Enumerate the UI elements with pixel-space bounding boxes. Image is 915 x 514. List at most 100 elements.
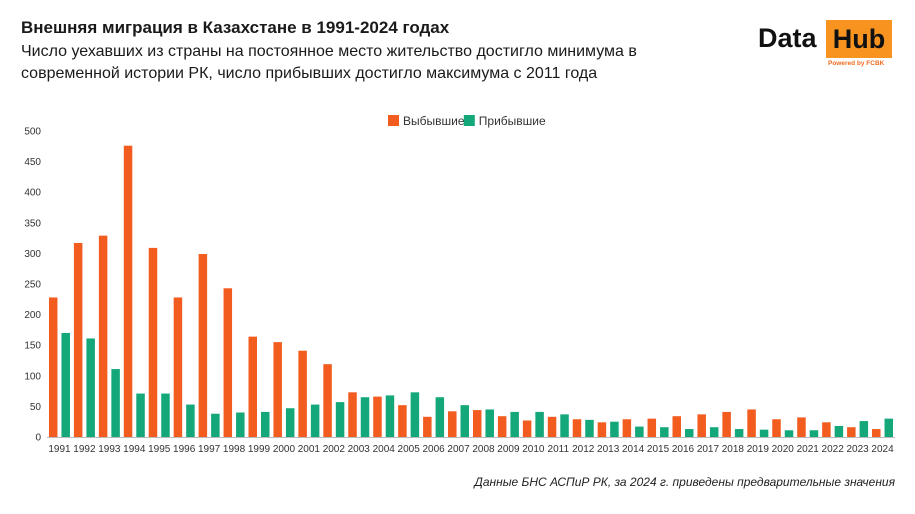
bar-arrived bbox=[161, 393, 170, 437]
x-tick-label: 1999 bbox=[248, 444, 271, 455]
x-tick-label: 2008 bbox=[472, 444, 495, 455]
bar-departed bbox=[273, 342, 282, 437]
x-tick-label: 2015 bbox=[647, 444, 670, 455]
x-tick-label: 2004 bbox=[373, 444, 396, 455]
x-tick-label: 2000 bbox=[273, 444, 296, 455]
x-tick-label: 1992 bbox=[73, 444, 96, 455]
bar-arrived bbox=[261, 411, 270, 437]
datahub-logo: Data Hub Powered by FCBK bbox=[758, 20, 898, 70]
x-tick-label: 1996 bbox=[173, 444, 196, 455]
x-tick-label: 2023 bbox=[846, 444, 869, 455]
bar-arrived bbox=[784, 430, 794, 437]
x-axis: 1991 1992 1993 1994 1995 1996 1997 1998 1999 2000… bbox=[48, 444, 894, 455]
x-tick-label: 2017 bbox=[697, 444, 720, 455]
bar-departed bbox=[797, 417, 806, 437]
bar-arrived bbox=[884, 418, 894, 437]
bar-departed bbox=[448, 411, 457, 437]
bar-departed bbox=[697, 414, 706, 437]
bar-departed bbox=[398, 405, 407, 437]
bar-arrived bbox=[186, 404, 195, 437]
y-tick-label: 150 bbox=[24, 341, 41, 352]
y-tick-label: 50 bbox=[30, 402, 42, 413]
bar-arrived bbox=[585, 419, 594, 437]
bar-arrived bbox=[834, 425, 844, 437]
legend-label-arrived: Прибывшие bbox=[479, 114, 546, 128]
x-tick-label: 2022 bbox=[822, 444, 845, 455]
bar-arrived bbox=[709, 427, 719, 437]
x-tick-label: 2009 bbox=[497, 444, 520, 455]
bars bbox=[48, 145, 894, 438]
bar-departed bbox=[822, 422, 831, 437]
bar-arrived bbox=[410, 392, 420, 437]
x-tick-label: 2001 bbox=[298, 444, 321, 455]
x-tick-label: 2013 bbox=[597, 444, 620, 455]
x-tick-label: 2005 bbox=[398, 444, 421, 455]
bar-arrived bbox=[734, 429, 744, 437]
bar-departed bbox=[198, 254, 208, 437]
x-tick-label: 2011 bbox=[548, 444, 570, 455]
y-tick-label: 300 bbox=[24, 249, 41, 260]
bar-departed bbox=[323, 364, 332, 437]
bar-departed bbox=[672, 416, 681, 437]
bar-arrived bbox=[211, 413, 220, 437]
bar-arrived bbox=[136, 393, 145, 437]
x-tick-label: 2021 bbox=[797, 444, 820, 455]
bar-departed bbox=[173, 297, 183, 437]
x-tick-label: 2003 bbox=[348, 444, 371, 455]
chart-subtitle: Число уехавших из страны на постоянное м… bbox=[21, 43, 637, 82]
bar-arrived bbox=[310, 404, 320, 437]
bar-departed bbox=[348, 392, 357, 437]
y-tick-label: 400 bbox=[24, 188, 41, 199]
x-tick-label: 2007 bbox=[447, 444, 470, 455]
x-tick-label: 1998 bbox=[223, 444, 246, 455]
legend-swatch-departed bbox=[388, 115, 399, 126]
x-tick-label: 1993 bbox=[98, 444, 121, 455]
y-tick-label: 350 bbox=[24, 218, 41, 229]
x-tick-label: 2024 bbox=[871, 444, 894, 455]
bar-departed bbox=[872, 429, 881, 437]
bar-departed bbox=[123, 145, 133, 438]
bar-departed bbox=[722, 411, 731, 437]
bar-arrived bbox=[660, 427, 669, 437]
chart-title: Внешняя миграция в Казахстане в 1991-202… bbox=[21, 18, 450, 37]
x-tick-label: 2020 bbox=[772, 444, 795, 455]
x-tick-label: 2018 bbox=[722, 444, 745, 455]
y-tick-label: 450 bbox=[24, 157, 41, 168]
source-note: Данные БНС АСПиР РК, за 2024 г. приведен… bbox=[474, 475, 895, 489]
bar-departed bbox=[98, 235, 108, 437]
y-tick-label: 0 bbox=[35, 433, 41, 444]
bar-departed bbox=[647, 418, 657, 437]
bar-departed bbox=[48, 297, 58, 437]
x-tick-label: 2006 bbox=[422, 444, 445, 455]
y-axis: 0 50 100 150 200 250 300 350 400 450 500 bbox=[24, 127, 895, 444]
bar-departed bbox=[622, 419, 632, 437]
x-tick-label: 2002 bbox=[323, 444, 346, 455]
bar-departed bbox=[572, 419, 582, 437]
x-tick-label: 1995 bbox=[148, 444, 171, 455]
bar-departed bbox=[373, 396, 382, 437]
bar-arrived bbox=[111, 369, 120, 437]
bar-arrived bbox=[535, 411, 544, 437]
bar-arrived bbox=[635, 426, 644, 437]
bar-arrived bbox=[385, 395, 395, 437]
bar-arrived bbox=[759, 429, 769, 437]
x-tick-label: 2014 bbox=[622, 444, 645, 455]
x-tick-label: 2019 bbox=[747, 444, 770, 455]
bar-departed bbox=[73, 242, 83, 437]
bar-arrived bbox=[285, 408, 295, 437]
y-tick-label: 250 bbox=[24, 280, 41, 291]
bar-arrived bbox=[859, 421, 869, 437]
x-tick-label: 1991 bbox=[48, 444, 71, 455]
bar-arrived bbox=[335, 402, 345, 437]
bar-departed bbox=[747, 409, 756, 437]
x-tick-label: 2016 bbox=[672, 444, 695, 455]
bar-departed bbox=[497, 416, 507, 437]
x-tick-label: 2012 bbox=[572, 444, 595, 455]
bar-arrived bbox=[360, 397, 370, 437]
bar-departed bbox=[847, 427, 856, 437]
bar-departed bbox=[772, 419, 781, 437]
bar-departed bbox=[223, 288, 233, 437]
bar-arrived bbox=[61, 332, 70, 437]
x-tick-label: 1997 bbox=[198, 444, 221, 455]
